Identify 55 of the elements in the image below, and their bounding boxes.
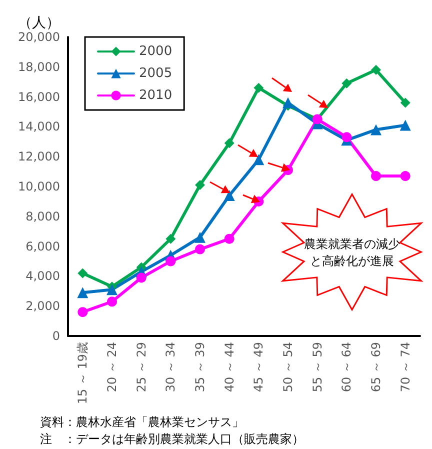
text: 資料：農林水産省「農林業センサス」 xyxy=(40,414,244,431)
x-tick-label: 25 ～ 29 xyxy=(134,342,148,392)
point xyxy=(224,138,234,148)
point xyxy=(224,234,234,244)
point xyxy=(282,97,294,108)
y-tick-label: 0 xyxy=(52,329,60,343)
point xyxy=(253,154,264,166)
y-tick-label: 18,000 xyxy=(18,60,60,74)
y-tick-label: 14,000 xyxy=(18,120,60,134)
point xyxy=(166,234,176,244)
x-tick-label: 50 ～ 54 xyxy=(281,342,295,392)
y-tick-label: 16,000 xyxy=(18,90,60,104)
x-tick-label: 35 ～ 39 xyxy=(193,342,207,392)
point xyxy=(107,296,117,307)
point xyxy=(195,244,205,254)
point xyxy=(400,98,410,108)
legend-label: 2010 xyxy=(139,88,172,103)
x-tick-label: 60 ～ 64 xyxy=(340,342,354,392)
legend-label: 2005 xyxy=(139,66,172,81)
y-tick-label: 12,000 xyxy=(18,150,60,164)
point xyxy=(195,180,205,190)
point xyxy=(224,190,235,201)
point xyxy=(400,120,411,131)
y-tick-label: 2,000 xyxy=(26,299,60,314)
x-tick-label: 65 ～ 69 xyxy=(369,342,383,392)
y-tick-label: 4,000 xyxy=(26,269,60,284)
point xyxy=(78,268,88,278)
point xyxy=(371,171,381,182)
x-tick-label: 40 ～ 44 xyxy=(222,342,236,392)
y-tick-label: 10,000 xyxy=(18,180,60,194)
point xyxy=(78,307,88,318)
point xyxy=(400,171,410,182)
point xyxy=(342,78,352,88)
point xyxy=(370,124,382,136)
x-tick-label: 55 ～ 59 xyxy=(310,342,324,392)
x-tick-label: 15 ～ 19歳 xyxy=(76,342,90,404)
x-tick-label: 45 ～ 49 xyxy=(252,342,266,392)
point xyxy=(136,272,146,283)
y-tick-label: 20,000 xyxy=(18,30,60,44)
point xyxy=(106,284,118,296)
y-tick-label: 6,000 xyxy=(26,239,60,254)
point xyxy=(342,132,352,142)
text: 注 ：データは年齢別農業就業人口（販売農家） xyxy=(40,431,304,448)
point xyxy=(166,256,176,266)
y-axis-title: （人） xyxy=(18,14,60,30)
x-tick-label: 70 ～ 74 xyxy=(398,342,412,392)
point xyxy=(254,82,264,93)
point xyxy=(371,64,381,75)
point xyxy=(77,287,88,298)
point xyxy=(194,232,206,243)
legend-label: 2000 xyxy=(139,44,172,59)
annotation: 農業就業者の減少と高齢化が進展 xyxy=(303,236,401,270)
x-tick-label: 30 ～ 34 xyxy=(164,342,178,392)
y-tick-label: 8,000 xyxy=(26,209,60,224)
x-tick-label: 20 ～ 24 xyxy=(105,342,119,392)
